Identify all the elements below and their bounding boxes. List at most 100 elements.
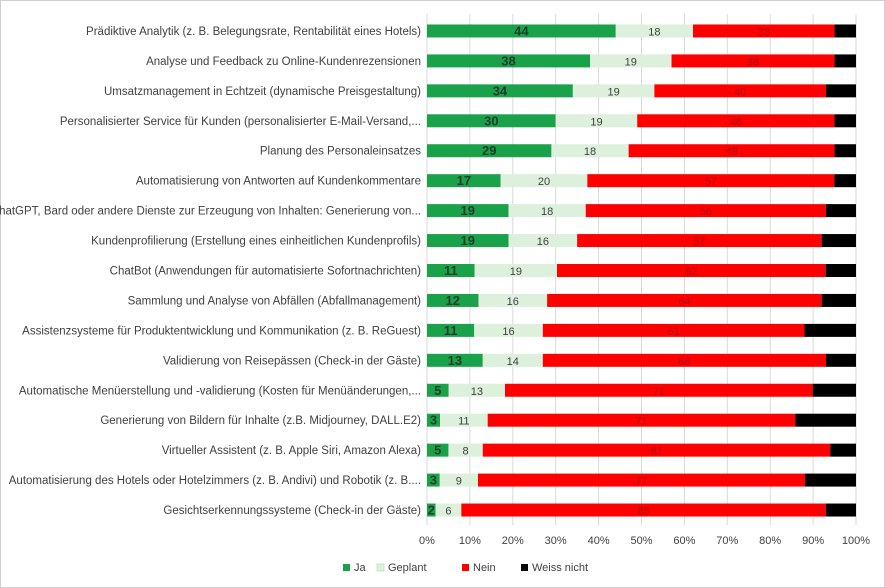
bar-weiss-nicht [821, 293, 856, 307]
bar-geplant [439, 473, 478, 487]
bar-geplant [500, 174, 588, 188]
data-label: 71 [653, 386, 665, 398]
legend-label: Nein [473, 562, 496, 574]
bar-geplant [474, 323, 543, 337]
legend-label: Weiss nicht [532, 562, 588, 574]
data-label: 18 [648, 26, 660, 38]
data-label: 71 [635, 416, 647, 428]
bar-ja [427, 84, 573, 98]
x-tick-label: 60% [673, 535, 695, 547]
bar-ja [427, 383, 449, 397]
bar-weiss-nicht [812, 383, 856, 397]
data-label: 5 [434, 383, 441, 398]
bar-weiss-nicht [804, 323, 856, 337]
bar-ja [427, 264, 475, 277]
bar-nein [505, 383, 813, 397]
data-label: 2 [428, 503, 435, 518]
bar-ja [427, 473, 440, 487]
bars [427, 24, 856, 517]
legend-label: Geplant [388, 562, 427, 574]
bar-nein [637, 114, 835, 128]
category-labels: Prädiktive Analytik (z. B. Belegungsrate… [0, 26, 421, 517]
bar-weiss-nicht [825, 204, 856, 218]
category-label: Automatisierung des Hotels oder Hotelzim… [9, 475, 421, 487]
category-label: Planung des Personaleinsatzes [260, 146, 421, 158]
data-label: 17 [457, 173, 471, 188]
data-label: 11 [444, 263, 458, 278]
data-label: 30 [484, 113, 498, 128]
bar-geplant [615, 24, 693, 38]
bar-weiss-nicht [825, 503, 856, 517]
bar-weiss-nicht [805, 473, 856, 487]
data-label: 20 [538, 176, 550, 188]
bar-weiss-nicht [834, 174, 856, 188]
data-label: 38 [501, 53, 515, 68]
data-label: 18 [541, 206, 553, 218]
bar-ja [427, 323, 475, 337]
bar-weiss-nicht [834, 114, 856, 128]
data-label: 16 [502, 326, 514, 338]
data-label: 18 [584, 146, 596, 158]
data-label: 14 [507, 356, 519, 368]
data-label: 5 [434, 443, 441, 458]
category-label: Automatische Menüerstellung und -validie… [19, 385, 421, 397]
bar-ja [427, 443, 449, 457]
bar-ja [427, 503, 436, 517]
bar-geplant [435, 503, 462, 517]
data-label: 44 [514, 23, 529, 38]
bar-weiss-nicht [825, 84, 856, 98]
data-label: 19 [461, 233, 475, 248]
category-label: Personalisierter Service für Kunden (per… [60, 116, 421, 128]
bar-ja [427, 204, 509, 218]
data-label: 34 [493, 83, 508, 98]
bar-nein [487, 413, 796, 427]
bar-geplant [440, 413, 488, 427]
bar-weiss-nicht [821, 234, 856, 248]
data-label: 16 [537, 236, 549, 248]
data-label: 29 [482, 143, 496, 158]
legend-swatch [343, 564, 350, 571]
data-label: 9 [456, 476, 462, 488]
data-label: 62 [685, 266, 697, 278]
data-label: 77 [635, 476, 647, 488]
data-label: 3 [430, 413, 437, 428]
category-label: Virtueller Assistent (z. B. Apple Siri, … [162, 445, 421, 457]
data-label: 81 [650, 446, 662, 458]
data-label: 19 [510, 266, 522, 278]
bar-nein [577, 234, 822, 248]
data-label: 57 [705, 176, 717, 188]
bar-weiss-nicht [834, 54, 856, 68]
category-label: Assistenzsysteme für Produktentwicklung … [22, 325, 421, 337]
x-tick-label: 50% [630, 535, 652, 547]
legend-label: Ja [354, 562, 367, 574]
bar-weiss-nicht [830, 443, 856, 457]
legend-swatch [521, 564, 528, 571]
bar-geplant [551, 144, 629, 158]
data-label: 19 [625, 56, 637, 68]
data-label: 48 [725, 146, 737, 158]
category-label: ChatBot (Anwendungen für automatisierte … [110, 266, 421, 278]
data-label: 56 [700, 206, 712, 218]
bar-geplant [478, 293, 548, 307]
data-label: 16 [507, 296, 519, 308]
bar-nein [547, 293, 822, 307]
bar-weiss-nicht [825, 264, 856, 277]
x-tick-label: 40% [588, 535, 610, 547]
bar-nein [654, 84, 826, 98]
bar-nein [477, 473, 806, 487]
x-tick-label: 20% [502, 535, 524, 547]
bar-nein [482, 443, 831, 457]
bar-ja [427, 114, 556, 128]
data-label: 19 [590, 116, 602, 128]
bar-ja [427, 413, 440, 427]
bar-nein [587, 174, 835, 188]
legend-swatch [376, 563, 385, 572]
data-label: 33 [758, 26, 770, 38]
category-label: Prädiktive Analytik (z. B. Belegungsrate… [86, 26, 421, 38]
x-tick-label: 90% [802, 535, 824, 547]
category-label: Validierung von Reisepässen (Check-in de… [163, 355, 421, 367]
data-label: 8 [463, 446, 469, 458]
x-tick-label: 10% [459, 535, 481, 547]
data-label: 40 [734, 86, 746, 98]
